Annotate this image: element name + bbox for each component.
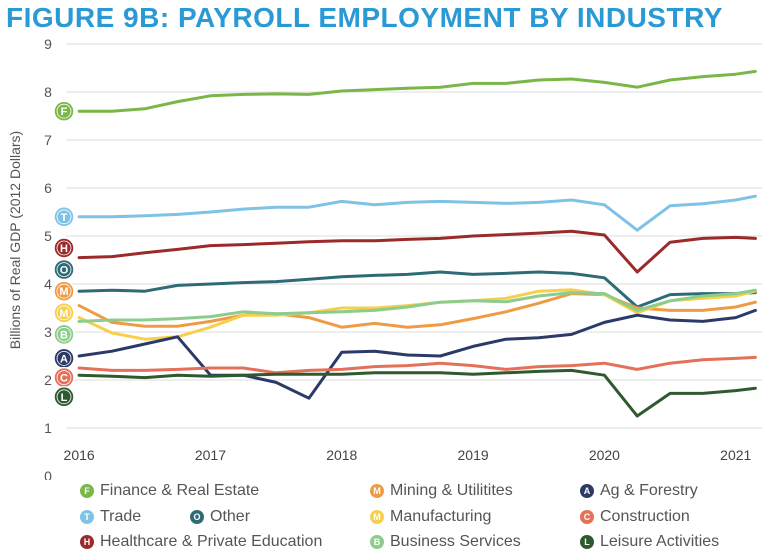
series-marker: M bbox=[53, 302, 75, 324]
series-marker-letter: O bbox=[60, 265, 69, 277]
legend-label: Construction bbox=[600, 508, 690, 525]
y-tick-label: 9 bbox=[44, 36, 52, 52]
legend-marker: C bbox=[580, 510, 594, 524]
x-tick-label: 2016 bbox=[64, 447, 95, 463]
series-marker: A bbox=[53, 347, 75, 370]
series-marker: T bbox=[53, 206, 75, 228]
legend-marker: B bbox=[370, 535, 384, 549]
legend-item: T Trade bbox=[80, 508, 141, 526]
legend-item: H Healthcare & Private Education bbox=[80, 533, 322, 551]
legend-label: Trade bbox=[100, 508, 142, 525]
legend-marker: M bbox=[370, 484, 384, 498]
legend-label: Leisure Activities bbox=[600, 533, 720, 550]
legend-item: M Mining & Utilitites bbox=[370, 482, 513, 500]
y-tick-label: 1 bbox=[44, 420, 52, 436]
x-tick-label: 2017 bbox=[195, 447, 226, 463]
y-tick-label: 4 bbox=[44, 276, 52, 292]
y-tick-label: 3 bbox=[44, 324, 52, 340]
x-tick-labels: 2016 2017 2018 2019 2020 2021 bbox=[64, 447, 752, 463]
series-marker: F bbox=[53, 100, 75, 122]
legend-label: Mining & Utilitites bbox=[390, 482, 513, 499]
series-line-business-services bbox=[77, 288, 757, 323]
legend-label: Business Services bbox=[390, 533, 521, 550]
series-line-ag-forestry bbox=[77, 308, 757, 400]
legend: F Finance & Real Estate M Mining & Utilitit… bbox=[80, 482, 760, 554]
legend-marker: M bbox=[370, 510, 384, 524]
legend-marker: H bbox=[80, 535, 94, 549]
legend-label: Healthcare & Private Education bbox=[100, 533, 323, 550]
legend-item: A Ag & Forestry bbox=[580, 482, 698, 500]
series-line-other bbox=[77, 270, 757, 309]
series-marker-letter: M bbox=[59, 286, 68, 298]
series-marker-ring bbox=[56, 283, 72, 299]
legend-item: M Manufacturing bbox=[370, 508, 491, 526]
legend-item: F Finance & Real Estate bbox=[80, 482, 259, 500]
legend-marker: O bbox=[190, 510, 204, 524]
series-line-leisure-activities bbox=[77, 368, 757, 418]
series-marker: C bbox=[53, 366, 75, 389]
chart-title: FIGURE 9B: PAYROLL EMPLOYMENT BY INDUSTR… bbox=[6, 2, 723, 33]
x-tick-label: 2019 bbox=[458, 447, 489, 463]
legend-label: Finance & Real Estate bbox=[100, 482, 260, 499]
series-marker-ring bbox=[56, 350, 72, 366]
legend-label: Manufacturing bbox=[390, 508, 492, 525]
series-line-construction bbox=[77, 355, 757, 375]
y-tick-label: 0 bbox=[44, 468, 52, 480]
series-marker-ring bbox=[56, 103, 72, 119]
x-tick-label: 2020 bbox=[589, 447, 620, 463]
legend-marker: A bbox=[580, 484, 594, 498]
series-marker: H bbox=[53, 237, 75, 259]
series-marker: B bbox=[53, 323, 75, 346]
series-marker-ring bbox=[56, 262, 72, 278]
legend-item: L Leisure Activities bbox=[580, 533, 719, 551]
series-marker-ring bbox=[56, 326, 72, 342]
y-axis-label: Billions of Real GDP (2012 Dollars) bbox=[7, 131, 23, 349]
series-marker-letter: B bbox=[60, 329, 68, 341]
series-marker-letter: H bbox=[60, 243, 68, 255]
legend-item: O Other bbox=[190, 508, 250, 526]
series-marker: L bbox=[53, 386, 75, 408]
x-tick-label: 2018 bbox=[326, 447, 357, 463]
series-line-mining-utilitites bbox=[77, 292, 757, 329]
series-marker: O bbox=[53, 258, 75, 281]
legend-marker: L bbox=[580, 535, 594, 549]
series-marker: M bbox=[53, 280, 75, 302]
series-marker-ring bbox=[56, 305, 72, 321]
legend-marker: F bbox=[80, 484, 94, 498]
series-marker-letter: A bbox=[60, 353, 68, 365]
series-marker-letter: C bbox=[60, 373, 68, 385]
series-lines bbox=[77, 69, 757, 418]
series-marker-letter: T bbox=[61, 212, 68, 224]
y-tick-labels: 0 1 2 3 4 5 6 7 8 9 bbox=[44, 36, 52, 480]
series-line-trade bbox=[77, 194, 757, 232]
legend-item: C Construction bbox=[580, 508, 690, 526]
y-tick-label: 6 bbox=[44, 180, 52, 196]
series-marker-ring bbox=[56, 240, 72, 256]
legend-marker: T bbox=[80, 510, 94, 524]
y-tick-label: 7 bbox=[44, 132, 52, 148]
series-marker-letter: M bbox=[59, 308, 68, 320]
y-tick-label: 2 bbox=[44, 372, 52, 388]
legend-label: Ag & Forestry bbox=[600, 482, 698, 499]
series-marker-letter: L bbox=[61, 392, 68, 404]
series-marker-letter: F bbox=[61, 106, 68, 118]
series-marker-ring bbox=[56, 370, 72, 386]
series-line-finance-real-estate bbox=[77, 69, 757, 113]
series-marker-ring bbox=[56, 209, 72, 225]
series-line-healthcare-private-education bbox=[77, 229, 757, 274]
line-chart: 0 1 2 3 4 5 6 7 8 9 2016 2017 2018 2019 2020 2021 F T HO… bbox=[7, 36, 762, 480]
y-tick-label: 8 bbox=[44, 84, 52, 100]
y-tick-label: 5 bbox=[44, 228, 52, 244]
x-tick-label: 2021 bbox=[720, 447, 751, 463]
series-marker-ring bbox=[56, 389, 72, 405]
legend-item: B Business Services bbox=[370, 533, 521, 551]
legend-label: Other bbox=[210, 508, 251, 525]
